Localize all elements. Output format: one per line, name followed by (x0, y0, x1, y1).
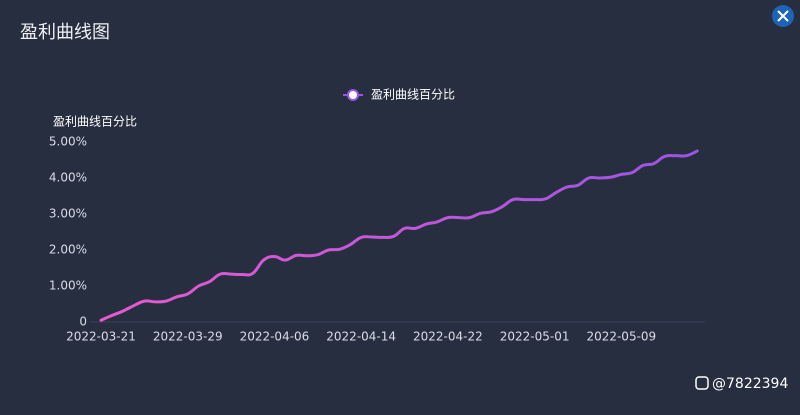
x-tick-label: 2022-04-14 (326, 330, 396, 344)
x-tick-label: 2022-03-29 (153, 330, 223, 344)
data-line (99, 149, 699, 322)
legend-label: 盈利曲线百分比 (371, 88, 455, 102)
x-tick-label: 2022-05-01 (500, 330, 570, 344)
y-tick-label: 3.00% (49, 207, 87, 221)
x-tick-label: 2022-04-22 (413, 330, 483, 344)
watermark-text: @7822394 (712, 376, 788, 392)
y-tick-label: 4.00% (49, 171, 87, 185)
close-button[interactable] (772, 5, 794, 27)
y-tick-label: 0 (79, 315, 87, 329)
x-tick-label: 2022-04-06 (240, 330, 310, 344)
watermark: @7822394 (695, 376, 788, 392)
y-tick-label: 2.00% (49, 243, 87, 257)
y-tick-label: 1.00% (49, 279, 87, 293)
legend-marker (347, 89, 359, 101)
panel-title: 盈利曲线图 (20, 22, 110, 43)
y-tick-label: 5.00% (49, 135, 87, 149)
x-tick-label: 2022-05-09 (586, 330, 656, 344)
x-tick-label: 2022-03-21 (66, 330, 136, 344)
y-axis-title: 盈利曲线百分比 (53, 115, 137, 129)
